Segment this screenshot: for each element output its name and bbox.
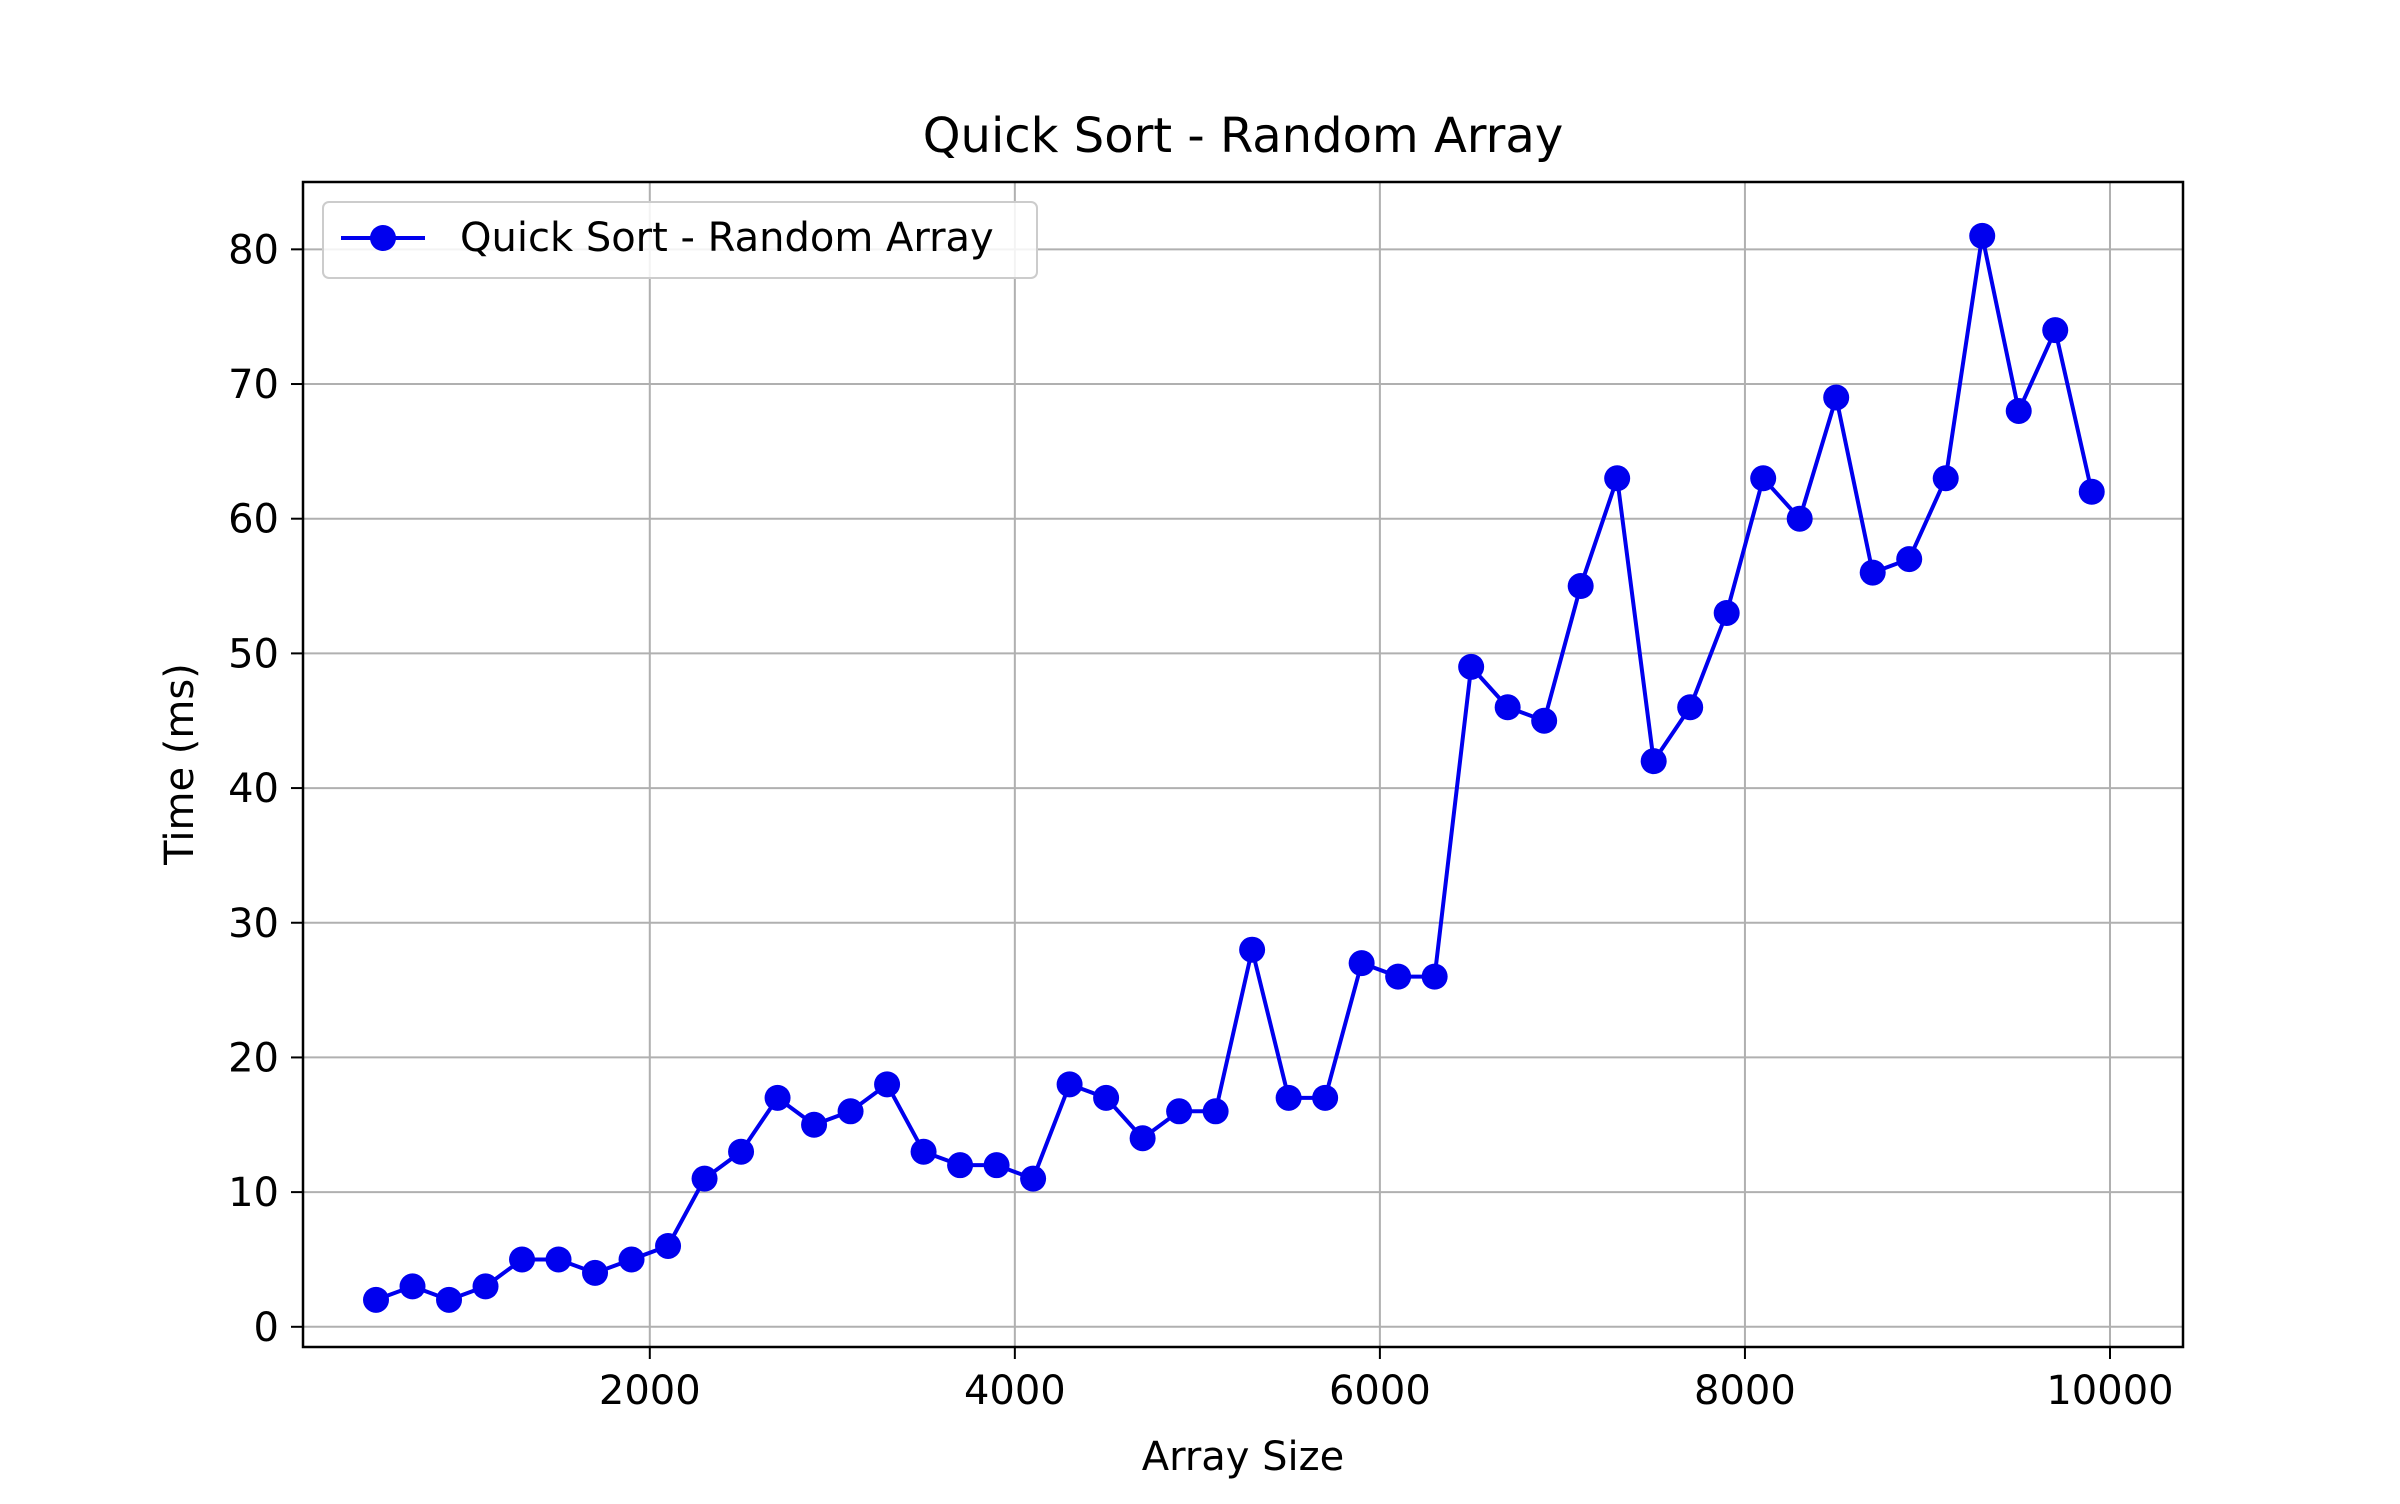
data-point — [1421, 963, 1448, 990]
data-point — [2042, 317, 2069, 344]
data-point — [1750, 465, 1777, 492]
data-point — [472, 1273, 499, 1300]
y-tick-label: 80 — [228, 227, 279, 273]
data-point — [618, 1246, 645, 1273]
data-point — [1239, 936, 1266, 963]
data-point — [1348, 950, 1375, 977]
data-point — [1494, 694, 1521, 721]
x-tick-label: 4000 — [964, 1368, 1066, 1414]
series-layer — [363, 222, 2105, 1313]
data-point — [1531, 707, 1558, 734]
legend-box — [322, 201, 1038, 279]
data-point — [1567, 573, 1594, 600]
data-point — [1604, 465, 1631, 492]
data-point — [1677, 694, 1704, 721]
x-tick-label: 2000 — [599, 1368, 701, 1414]
tick-layer: 2000 4000 6000 8000 10000 0 10 20 30 40 50 60 70 80 — [228, 227, 2174, 1414]
data-point — [983, 1152, 1010, 1179]
chart-legend: Quick Sort - Random Array — [322, 201, 1038, 279]
data-point — [1020, 1165, 1047, 1192]
data-point — [436, 1286, 463, 1313]
y-tick-label: 50 — [228, 631, 279, 677]
data-point — [874, 1071, 901, 1098]
data-point — [691, 1165, 718, 1192]
data-point — [1859, 559, 1886, 586]
plot-frame — [301, 180, 2185, 1349]
data-point — [363, 1286, 390, 1313]
grid-layer — [303, 182, 2183, 1347]
x-axis-label: Array Size — [1142, 1434, 1345, 1480]
legend-marker-swatch — [370, 225, 396, 251]
data-point — [1385, 963, 1412, 990]
y-tick-label: 60 — [228, 497, 279, 543]
data-point — [2005, 397, 2032, 424]
y-tick-label: 20 — [228, 1035, 279, 1081]
chart-title: Quick Sort - Random Array — [923, 108, 1563, 164]
data-point — [1458, 653, 1485, 680]
data-point — [1275, 1084, 1302, 1111]
data-point — [837, 1098, 864, 1125]
data-point — [1056, 1071, 1083, 1098]
y-axis-label: Time (ms) — [157, 663, 203, 866]
data-point — [1969, 222, 1996, 249]
data-point — [1202, 1098, 1229, 1125]
data-point — [399, 1273, 426, 1300]
data-point — [1896, 546, 1923, 573]
x-tick-label: 10000 — [2046, 1368, 2173, 1414]
data-point — [1713, 599, 1740, 626]
data-point — [1093, 1084, 1120, 1111]
data-point — [1312, 1084, 1339, 1111]
data-point — [1129, 1125, 1156, 1152]
data-point — [1823, 384, 1850, 411]
data-point — [801, 1111, 828, 1138]
data-point — [655, 1232, 682, 1259]
y-tick-label: 40 — [228, 766, 279, 812]
data-point — [509, 1246, 536, 1273]
data-point — [728, 1138, 755, 1165]
data-point — [947, 1152, 974, 1179]
data-point — [582, 1259, 609, 1286]
data-point — [1166, 1098, 1193, 1125]
legend-label: Quick Sort - Random Array — [460, 215, 994, 261]
x-tick-label: 8000 — [1694, 1368, 1796, 1414]
data-point — [764, 1084, 791, 1111]
y-tick-label: 70 — [228, 362, 279, 408]
data-point — [2078, 478, 2105, 505]
data-point — [1640, 748, 1667, 775]
x-tick-label: 6000 — [1329, 1368, 1431, 1414]
y-tick-label: 30 — [228, 901, 279, 947]
y-tick-label: 0 — [254, 1305, 279, 1351]
data-point — [545, 1246, 572, 1273]
data-point — [1932, 465, 1959, 492]
data-point — [1786, 505, 1813, 532]
y-tick-label: 10 — [228, 1170, 279, 1216]
data-point — [910, 1138, 937, 1165]
